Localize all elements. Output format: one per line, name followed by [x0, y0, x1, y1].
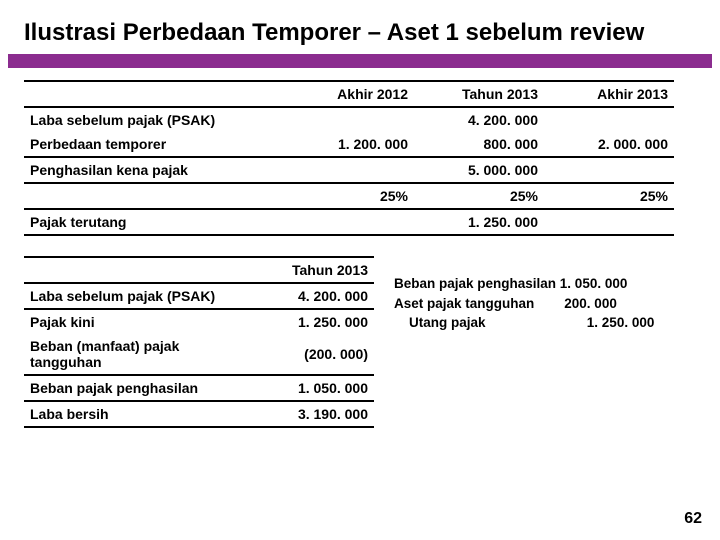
cell: Pajak terutang	[24, 209, 284, 235]
cell: 1. 250. 000	[414, 209, 544, 235]
cell: 4. 200. 000	[261, 283, 374, 309]
cell: 25%	[284, 183, 414, 209]
cell	[284, 157, 414, 183]
t1-h3: Akhir 2013	[544, 81, 674, 107]
journal-line: Utang pajak 1. 250. 000	[394, 315, 654, 330]
cell: Perbedaan temporer	[24, 132, 284, 157]
slide-title: Ilustrasi Perbedaan Temporer – Aset 1 se…	[0, 0, 720, 54]
cell	[284, 107, 414, 132]
journal-line: Aset pajak tangguhan 200. 000	[394, 296, 617, 311]
cell: Beban pajak penghasilan	[24, 375, 261, 401]
cell: 3. 190. 000	[261, 401, 374, 427]
table-2-header: Tahun 2013	[24, 257, 374, 283]
table-row: Beban pajak penghasilan 1. 050. 000	[24, 375, 374, 401]
t2-h0	[24, 257, 261, 283]
t1-h2: Tahun 2013	[414, 81, 544, 107]
table-row: Laba sebelum pajak (PSAK) 4. 200. 000	[24, 107, 674, 132]
page-number: 62	[684, 510, 702, 528]
t2-h1: Tahun 2013	[261, 257, 374, 283]
cell: Penghasilan kena pajak	[24, 157, 284, 183]
lower-row: Tahun 2013 Laba sebelum pajak (PSAK) 4. …	[24, 246, 696, 428]
cell: 4. 200. 000	[414, 107, 544, 132]
cell: 800. 000	[414, 132, 544, 157]
cell: 5. 000. 000	[414, 157, 544, 183]
cell: Laba sebelum pajak (PSAK)	[24, 283, 261, 309]
cell	[284, 209, 414, 235]
table-row: Beban (manfaat) pajak tangguhan (200. 00…	[24, 334, 374, 375]
t1-h0	[24, 81, 284, 107]
cell: Beban (manfaat) pajak tangguhan	[24, 334, 261, 375]
cell: Pajak kini	[24, 309, 261, 334]
table-2: Tahun 2013 Laba sebelum pajak (PSAK) 4. …	[24, 256, 374, 428]
cell: 1. 200. 000	[284, 132, 414, 157]
t1-h1: Akhir 2012	[284, 81, 414, 107]
table-row: Laba sebelum pajak (PSAK) 4. 200. 000	[24, 283, 374, 309]
cell	[544, 209, 674, 235]
cell	[24, 183, 284, 209]
journal-line: Beban pajak penghasilan 1. 050. 000	[394, 276, 627, 291]
table-row: Perbedaan temporer 1. 200. 000 800. 000 …	[24, 132, 674, 157]
cell	[544, 107, 674, 132]
purple-divider	[8, 54, 712, 68]
cell: 2. 000. 000	[544, 132, 674, 157]
cell: Laba bersih	[24, 401, 261, 427]
journal-entry: Beban pajak penghasilan 1. 050. 000 Aset…	[394, 274, 654, 333]
cell: 1. 250. 000	[261, 309, 374, 334]
table-row: Penghasilan kena pajak 5. 000. 000	[24, 157, 674, 183]
cell: 1. 050. 000	[261, 375, 374, 401]
cell: 25%	[544, 183, 674, 209]
table-row: Pajak kini 1. 250. 000	[24, 309, 374, 334]
table-row: 25% 25% 25%	[24, 183, 674, 209]
content-area: Akhir 2012 Tahun 2013 Akhir 2013 Laba se…	[0, 68, 720, 428]
cell: Laba sebelum pajak (PSAK)	[24, 107, 284, 132]
cell: (200. 000)	[261, 334, 374, 375]
cell: 25%	[414, 183, 544, 209]
table-1: Akhir 2012 Tahun 2013 Akhir 2013 Laba se…	[24, 80, 674, 236]
cell	[544, 157, 674, 183]
table-row: Laba bersih 3. 190. 000	[24, 401, 374, 427]
table-row: Pajak terutang 1. 250. 000	[24, 209, 674, 235]
table-1-header: Akhir 2012 Tahun 2013 Akhir 2013	[24, 81, 674, 107]
